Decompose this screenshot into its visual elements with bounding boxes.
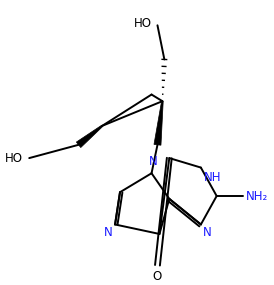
Text: HO: HO [4, 152, 22, 164]
Text: HO: HO [133, 17, 152, 30]
Text: O: O [153, 270, 162, 283]
Polygon shape [76, 125, 103, 148]
Text: N: N [149, 155, 158, 168]
Polygon shape [154, 101, 163, 145]
Text: N: N [104, 226, 113, 239]
Text: N: N [203, 226, 212, 239]
Text: NH: NH [204, 171, 221, 184]
Text: NH₂: NH₂ [246, 190, 269, 203]
